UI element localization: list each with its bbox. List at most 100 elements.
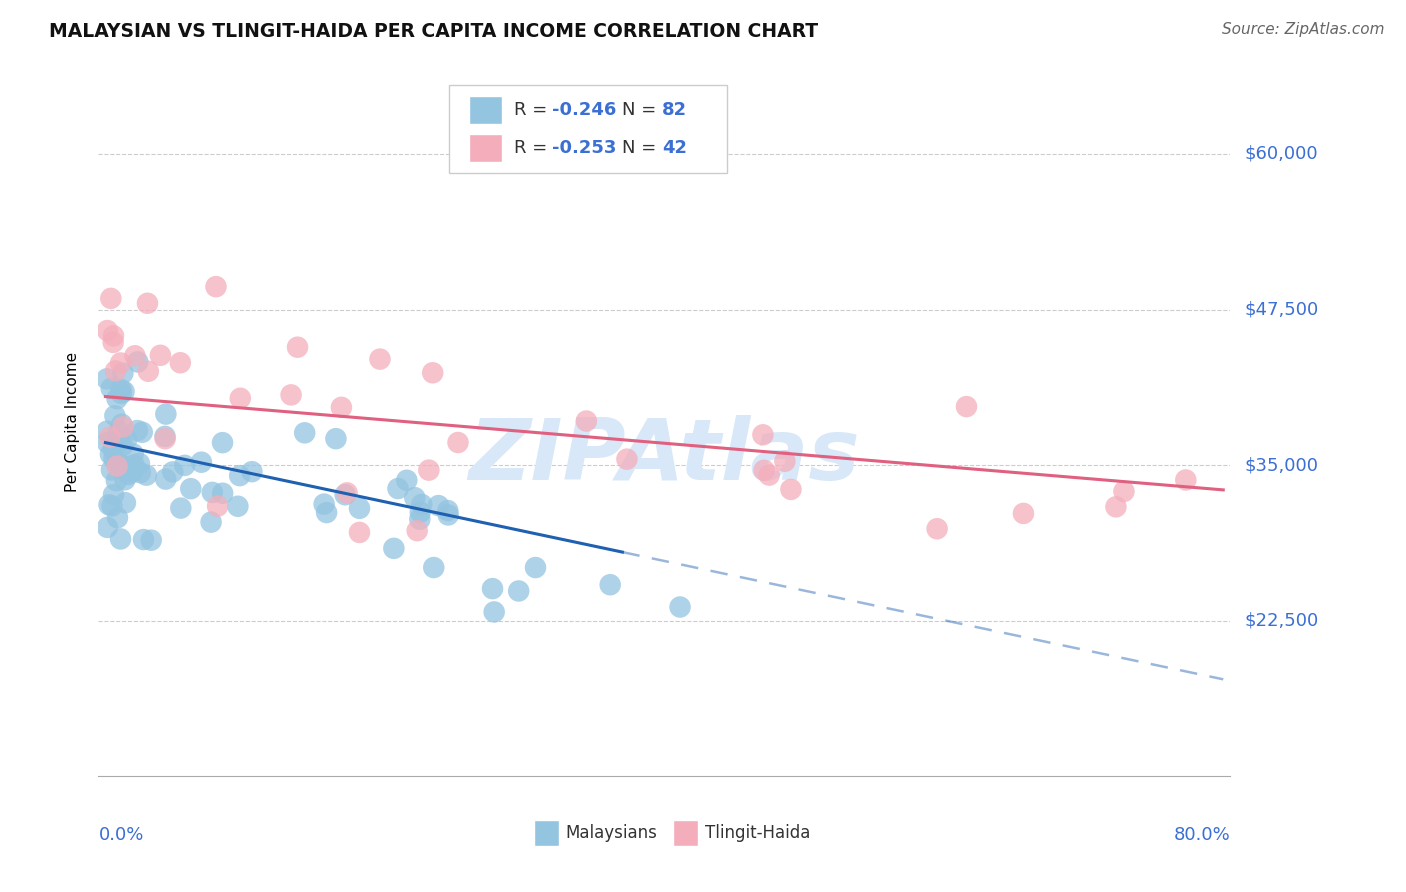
Point bbox=[162, 465, 184, 479]
Point bbox=[616, 452, 638, 467]
Point bbox=[758, 468, 780, 483]
Text: MALAYSIAN VS TLINGIT-HAIDA PER CAPITA INCOME CORRELATION CHART: MALAYSIAN VS TLINGIT-HAIDA PER CAPITA IN… bbox=[49, 22, 818, 41]
Point bbox=[100, 292, 122, 306]
Text: R =: R = bbox=[513, 101, 553, 120]
Point bbox=[105, 459, 128, 474]
Text: 0.0%: 0.0% bbox=[98, 826, 143, 844]
Point bbox=[669, 600, 692, 615]
Point bbox=[349, 501, 371, 516]
Point bbox=[111, 417, 134, 432]
Point bbox=[127, 424, 149, 438]
Point bbox=[752, 463, 775, 477]
Point bbox=[315, 506, 337, 520]
Point bbox=[100, 463, 122, 477]
Point bbox=[103, 487, 125, 501]
Point bbox=[105, 392, 128, 406]
Point bbox=[136, 296, 159, 310]
Point bbox=[240, 465, 263, 479]
Point bbox=[129, 466, 152, 480]
Point bbox=[180, 482, 202, 496]
Point bbox=[422, 560, 444, 574]
Point bbox=[105, 457, 128, 471]
Bar bbox=[534, 820, 560, 846]
Point bbox=[101, 499, 124, 513]
Point bbox=[153, 432, 176, 446]
Point bbox=[96, 324, 118, 338]
Point bbox=[382, 541, 405, 556]
Bar bbox=[468, 96, 502, 124]
Point bbox=[773, 454, 796, 468]
Point bbox=[103, 442, 125, 457]
Point bbox=[349, 525, 371, 540]
Y-axis label: Per Capita Income: Per Capita Income bbox=[65, 351, 80, 491]
Point bbox=[280, 388, 302, 402]
Point bbox=[409, 505, 432, 519]
Point bbox=[229, 391, 252, 405]
Point bbox=[409, 512, 432, 526]
Point bbox=[114, 473, 136, 487]
Text: $60,000: $60,000 bbox=[1244, 145, 1317, 163]
Point bbox=[173, 458, 195, 473]
Point bbox=[122, 447, 145, 461]
Point bbox=[404, 491, 426, 505]
Point bbox=[287, 340, 309, 354]
Point bbox=[336, 486, 359, 500]
Point bbox=[122, 458, 145, 472]
Point bbox=[110, 386, 132, 401]
Point bbox=[115, 432, 138, 446]
Point bbox=[108, 432, 131, 446]
Point bbox=[406, 524, 429, 538]
Point bbox=[200, 515, 222, 529]
Point bbox=[96, 520, 118, 534]
Point bbox=[575, 414, 598, 428]
Point bbox=[110, 356, 132, 370]
Text: Malaysians: Malaysians bbox=[565, 824, 658, 842]
Point bbox=[925, 522, 948, 536]
Text: ZIPAtlas: ZIPAtlas bbox=[468, 416, 860, 499]
Text: Source: ZipAtlas.com: Source: ZipAtlas.com bbox=[1222, 22, 1385, 37]
Point bbox=[205, 279, 228, 293]
Point bbox=[695, 122, 717, 136]
Point bbox=[100, 381, 122, 395]
Point bbox=[111, 438, 134, 452]
Point bbox=[1105, 500, 1128, 514]
Point bbox=[107, 510, 129, 524]
Point bbox=[155, 472, 177, 486]
Point bbox=[780, 483, 803, 497]
Point bbox=[169, 356, 191, 370]
Point bbox=[110, 532, 132, 546]
Point bbox=[131, 425, 153, 440]
Point bbox=[111, 458, 134, 473]
Point bbox=[153, 429, 176, 443]
Point bbox=[599, 578, 621, 592]
Text: -0.246: -0.246 bbox=[553, 101, 617, 120]
Point bbox=[124, 349, 146, 363]
Point bbox=[98, 430, 121, 444]
Point bbox=[226, 500, 249, 514]
Point bbox=[127, 355, 149, 369]
Point bbox=[201, 485, 224, 500]
Point bbox=[437, 508, 460, 522]
Point bbox=[211, 435, 233, 450]
Point bbox=[752, 427, 775, 442]
Point bbox=[96, 372, 118, 386]
Point bbox=[482, 605, 505, 619]
Point bbox=[447, 435, 470, 450]
Point bbox=[132, 533, 155, 547]
FancyBboxPatch shape bbox=[450, 85, 727, 173]
Point bbox=[411, 498, 433, 512]
Point bbox=[508, 584, 530, 599]
Point bbox=[104, 364, 127, 378]
Point bbox=[418, 463, 440, 477]
Point bbox=[955, 400, 977, 414]
Point bbox=[330, 401, 353, 415]
Point bbox=[294, 425, 316, 440]
Bar bbox=[673, 820, 699, 846]
Point bbox=[170, 501, 193, 516]
Point bbox=[117, 467, 139, 482]
Point bbox=[325, 432, 347, 446]
Text: 82: 82 bbox=[662, 101, 688, 120]
Point bbox=[121, 465, 143, 479]
Text: $22,500: $22,500 bbox=[1244, 612, 1319, 630]
Point bbox=[105, 434, 128, 448]
